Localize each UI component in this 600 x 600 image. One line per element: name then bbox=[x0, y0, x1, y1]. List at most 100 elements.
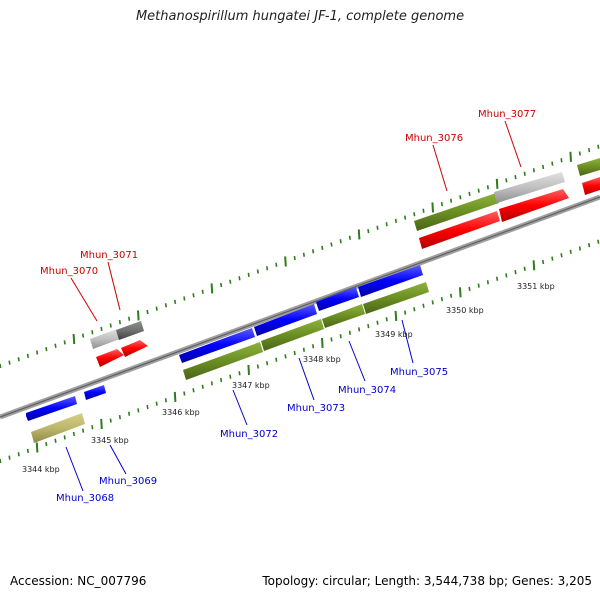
major-tick bbox=[72, 333, 76, 345]
gene-arrow-mhun-3076[interactable] bbox=[419, 211, 500, 249]
cds-block-mhun-3068[interactable] bbox=[31, 413, 85, 443]
minor-tick bbox=[569, 249, 572, 254]
minor-tick bbox=[321, 245, 324, 251]
forward-strand-genes bbox=[90, 172, 600, 367]
gene-label-mhun-3077[interactable]: Mhun_3077 bbox=[478, 109, 536, 120]
gene-label-mhun-3072[interactable]: Mhun_3072 bbox=[220, 429, 278, 440]
minor-tick bbox=[394, 218, 397, 224]
minor-tick bbox=[91, 425, 94, 430]
cds-block-mhun-3074[interactable] bbox=[322, 304, 365, 328]
major-tick bbox=[431, 202, 434, 213]
minor-tick bbox=[422, 303, 425, 308]
minor-tick bbox=[17, 357, 20, 362]
minor-tick bbox=[266, 361, 269, 366]
gene-arrow-mhun-3073[interactable] bbox=[254, 304, 317, 336]
minor-tick bbox=[597, 144, 600, 149]
minor-tick bbox=[17, 452, 20, 457]
gene-label-mhun-3070[interactable]: Mhun_3070 bbox=[40, 266, 98, 277]
minor-tick bbox=[440, 201, 443, 207]
major-tick bbox=[35, 442, 39, 453]
gene-label-mhun-3074[interactable]: Mhun_3074 bbox=[338, 385, 396, 396]
minor-tick bbox=[164, 303, 167, 308]
gene-block-mhun-3077-grey[interactable] bbox=[494, 172, 565, 203]
minor-tick bbox=[560, 253, 563, 258]
minor-tick bbox=[293, 350, 296, 356]
minor-tick bbox=[385, 222, 388, 227]
minor-tick bbox=[560, 158, 563, 163]
minor-tick bbox=[348, 235, 351, 240]
genome-backbone-core bbox=[0, 196, 600, 418]
minor-tick bbox=[459, 195, 462, 200]
cds-block-mhun-3072[interactable] bbox=[183, 342, 263, 380]
cds-block-right-edge[interactable] bbox=[577, 158, 600, 176]
gene-label-mhun-3068[interactable]: Mhun_3068 bbox=[56, 493, 114, 504]
gene-arrow-mhun-3072[interactable] bbox=[179, 328, 255, 363]
gene-arrow-mhun-3071[interactable] bbox=[121, 340, 148, 357]
minor-tick bbox=[431, 300, 434, 305]
cds-track bbox=[31, 158, 600, 443]
minor-tick bbox=[128, 316, 131, 321]
minor-tick bbox=[578, 246, 581, 251]
minor-tick bbox=[8, 455, 11, 460]
minor-tick bbox=[302, 347, 305, 352]
minor-tick bbox=[468, 286, 471, 292]
gene-label-mhun-3073[interactable]: Mhun_3073 bbox=[287, 403, 345, 414]
minor-tick bbox=[450, 293, 453, 298]
gene-arrow-mhun-3074[interactable] bbox=[316, 287, 359, 311]
minor-tick bbox=[514, 269, 517, 275]
cds-block-mhun-3073[interactable] bbox=[261, 319, 324, 351]
minor-tick bbox=[220, 377, 223, 383]
kbp-label: 3345 kbp bbox=[91, 436, 129, 445]
cds-block-mhun-3075[interactable] bbox=[363, 282, 429, 314]
minor-tick bbox=[155, 306, 158, 311]
gene-block-mhun-3071-grey[interactable] bbox=[116, 321, 144, 340]
gene-arrow-mhun-3077[interactable] bbox=[499, 189, 569, 222]
minor-tick bbox=[8, 360, 11, 365]
minor-tick bbox=[339, 334, 342, 339]
minor-tick bbox=[36, 350, 39, 355]
minor-tick bbox=[293, 255, 296, 261]
major-tick bbox=[284, 256, 287, 267]
minor-tick bbox=[312, 249, 315, 254]
minor-tick bbox=[523, 266, 526, 271]
gene-label-mhun-3075[interactable]: Mhun_3075 bbox=[390, 367, 448, 378]
minor-tick bbox=[348, 330, 351, 335]
minor-tick bbox=[413, 307, 416, 312]
major-tick bbox=[394, 310, 398, 321]
minor-tick bbox=[312, 344, 315, 349]
label-leaders bbox=[65, 120, 522, 492]
gene-arrow-mhun-3070[interactable] bbox=[96, 349, 124, 367]
major-tick bbox=[459, 287, 462, 298]
gene-label-mhun-3076[interactable]: Mhun_3076 bbox=[405, 133, 463, 144]
accession-text: Accession: NC_007796 bbox=[10, 574, 147, 588]
minor-tick bbox=[137, 408, 140, 413]
cds-block-mhun-3076[interactable] bbox=[414, 193, 499, 231]
gene-label-mhun-3069[interactable]: Mhun_3069 bbox=[99, 476, 157, 487]
minor-tick bbox=[367, 228, 370, 234]
gene-arrow-mhun-3069[interactable] bbox=[84, 385, 106, 400]
minor-tick bbox=[542, 259, 545, 265]
kbp-label: 3348 kbp bbox=[303, 355, 341, 364]
minor-tick bbox=[247, 272, 250, 278]
minor-tick bbox=[358, 327, 361, 332]
minor-tick bbox=[597, 239, 600, 244]
minor-tick bbox=[266, 266, 269, 271]
minor-tick bbox=[146, 309, 149, 315]
minor-tick bbox=[238, 371, 241, 376]
minor-tick bbox=[238, 276, 241, 281]
kbp-label: 3344 kbp bbox=[22, 465, 60, 474]
minor-tick bbox=[45, 441, 48, 447]
minor-tick bbox=[523, 171, 526, 176]
minor-tick bbox=[505, 178, 508, 183]
gene-arrow-mhun-3075[interactable] bbox=[358, 265, 423, 297]
major-tick bbox=[247, 364, 250, 375]
minor-tick bbox=[72, 431, 75, 437]
genome-summary-text: Topology: circular; Length: 3,544,738 bp… bbox=[262, 574, 592, 588]
gene-labels: Mhun_3070 Mhun_3071 Mhun_3076 Mhun_3077 … bbox=[40, 109, 536, 504]
gene-label-mhun-3071[interactable]: Mhun_3071 bbox=[80, 250, 138, 261]
gene-arrow-right-edge[interactable] bbox=[582, 177, 600, 195]
gene-arrow-mhun-3068[interactable] bbox=[26, 396, 77, 421]
minor-tick bbox=[229, 374, 232, 379]
gene-block-mhun-3070-grey[interactable] bbox=[90, 329, 120, 349]
